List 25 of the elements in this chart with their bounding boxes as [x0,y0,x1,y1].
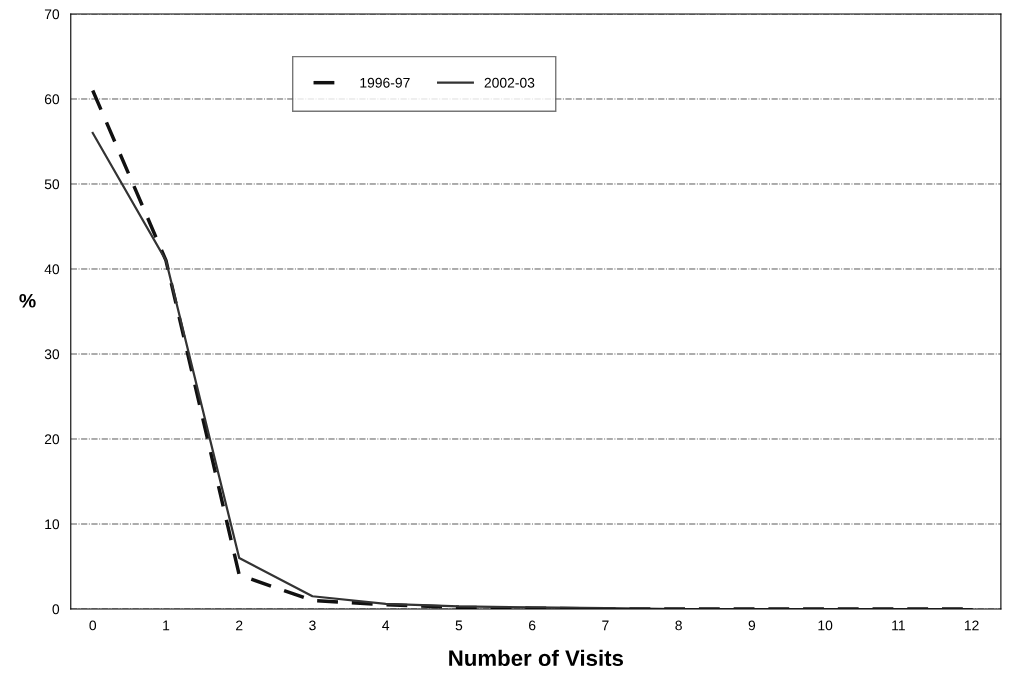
y-tick-label: 70 [44,9,60,20]
x-axis-title: Number of Visits [449,649,624,667]
y-tick-label: 40 [44,264,60,275]
legend-label: 1996-97 [360,77,410,88]
x-tick-label: 12 [964,620,979,631]
y-tick-label: 0 [52,604,60,615]
legend-label: 2002-03 [484,77,535,88]
x-tick-label: 5 [455,620,463,631]
y-tick-label: 50 [44,179,60,190]
x-tick-label: 9 [748,620,756,631]
y-tick-label: 20 [44,434,60,445]
y-tick-label: 10 [45,519,60,530]
x-tick-label: 1 [163,620,170,631]
y-axis-title: % [19,293,36,308]
x-tick-label: 2 [236,620,243,631]
x-tick-label: 7 [602,620,609,631]
y-tick-label: 60 [44,94,60,105]
x-tick-label: 6 [529,620,536,631]
x-tick-label: 11 [892,620,905,631]
x-tick-label: 0 [89,620,97,631]
x-tick-label: 4 [382,620,390,631]
x-tick-label: 3 [309,620,316,631]
y-tick-label: 30 [44,349,60,360]
x-tick-label: 10 [818,620,833,631]
x-tick-label: 8 [675,620,682,631]
